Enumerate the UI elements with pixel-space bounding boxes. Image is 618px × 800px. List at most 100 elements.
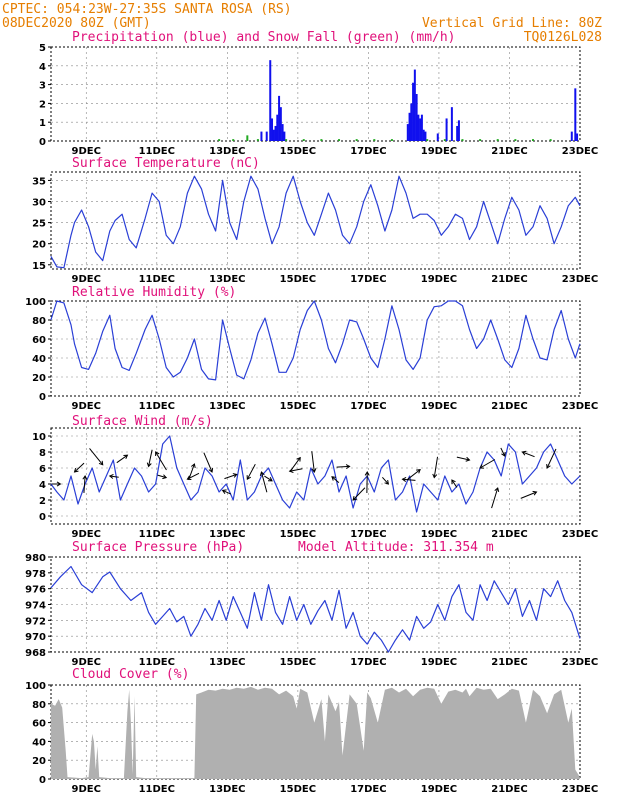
y-tick-label: 5 (39, 43, 46, 54)
temp-frame (50, 171, 581, 270)
precipitation-bar (412, 82, 415, 141)
precipitation-bar (424, 131, 427, 141)
x-tick-label: 19DEC (421, 146, 457, 157)
y-tick-label: 0 (39, 137, 46, 148)
y-tick-label: 8 (39, 448, 46, 459)
wind-arrow (155, 451, 167, 471)
precip-title: Precipitation (blue) and Snow Fall (gree… (72, 30, 456, 45)
wind-arrow (311, 451, 315, 473)
y-tick-label: 80 (32, 316, 46, 327)
snow-bar (426, 139, 429, 141)
x-tick-label: 17DEC (350, 529, 386, 540)
wind-arrow (224, 473, 237, 480)
snow-bar (443, 139, 446, 141)
wind-arrow-head (384, 479, 390, 485)
precipitation-bar (406, 124, 409, 141)
x-tick-label: 15DEC (280, 657, 316, 668)
wind-arrow-head (191, 463, 196, 469)
temp-title: Surface Temperature (nC) (72, 156, 260, 171)
x-tick-label: 21DEC (491, 146, 527, 157)
wind-arrow-head (416, 469, 421, 474)
wind-arrow-head (352, 495, 358, 501)
y-tick-label: 35 (32, 176, 46, 187)
snow-bar (256, 139, 259, 141)
wind-arrow-head (331, 476, 336, 481)
x-tick-label: 23DEC (562, 657, 598, 668)
wind-arrow (382, 476, 389, 485)
y-tick-label: 1 (39, 118, 46, 129)
wind-arrow (83, 475, 86, 493)
wind-arrow-head (56, 481, 62, 487)
wind-arrow-head (162, 474, 168, 480)
precipitation-bar (445, 118, 448, 141)
precip-frame (50, 46, 581, 142)
precipitation-bar (269, 60, 272, 141)
x-tick-label: 23DEC (562, 146, 598, 157)
wind-arrow (246, 463, 256, 480)
y-tick-label: 3 (39, 81, 46, 92)
wind-arrow (331, 476, 340, 483)
x-tick-label: 13DEC (209, 401, 245, 412)
wind-arrow-head (532, 490, 538, 496)
precipitation-bar (272, 129, 275, 141)
x-tick-label: 15DEC (280, 401, 316, 412)
y-tick-label: 976 (25, 585, 46, 596)
precipitation-bar (281, 124, 284, 141)
wind-arrow (522, 451, 535, 458)
wind-arrow (148, 449, 153, 467)
wind-title: Surface Wind (m/s) (72, 414, 213, 429)
cloud-frame (50, 684, 581, 780)
wind-arrow (451, 479, 458, 488)
x-tick-label: 17DEC (350, 657, 386, 668)
wind-arrow (89, 448, 104, 466)
precipitation-bar (413, 69, 416, 141)
header-grid-note: Vertical Grid Line: 80Z (422, 16, 602, 31)
snow-bar (461, 139, 464, 141)
precipitation-bar (570, 131, 573, 141)
x-tick-label: 15DEC (280, 529, 316, 540)
y-tick-label: 40 (32, 737, 46, 748)
x-tick-label: 19DEC (421, 784, 457, 795)
x-tick-label: 9DEC (72, 401, 101, 412)
precipitation-bar (417, 114, 420, 141)
x-tick-label: 13DEC (209, 657, 245, 668)
precipitation-bar (574, 88, 577, 141)
y-tick-label: 4 (39, 62, 46, 73)
x-tick-label: 19DEC (421, 274, 457, 285)
wind-arrow-head (268, 477, 273, 482)
x-tick-label: 19DEC (421, 401, 457, 412)
x-tick-label: 21DEC (491, 784, 527, 795)
precipitation-bar (456, 125, 459, 141)
wind-arrow-head (451, 479, 456, 485)
y-tick-label: 2 (39, 496, 46, 507)
wind-arrow (402, 478, 416, 481)
precipitation-bar (450, 107, 453, 141)
wind-arrow (520, 491, 537, 499)
x-tick-label: 15DEC (280, 784, 316, 795)
wind-arrow-head (479, 464, 485, 469)
snow-bar (479, 139, 482, 141)
wind-arrow (203, 452, 213, 473)
wind-arrow-head (501, 451, 506, 457)
wind-arrow (289, 457, 301, 472)
x-tick-label: 9DEC (72, 529, 101, 540)
snow-bar (496, 139, 499, 141)
wind-arrow (188, 463, 195, 481)
press-title: Surface Pressure (hPa) (72, 540, 244, 555)
y-tick-label: 20 (32, 240, 46, 251)
x-tick-label: 9DEC (72, 146, 101, 157)
snow-bar (320, 139, 323, 141)
wind-arrow-head (521, 450, 527, 456)
x-tick-label: 21DEC (491, 529, 527, 540)
y-tick-label: 25 (32, 219, 46, 230)
wind-arrow-head (364, 471, 370, 476)
temp-plot: 9DEC 11DEC 13DEC 15DEC 17DEC 19DEC 21DEC 23DEC 1… (32, 172, 598, 285)
x-tick-label: 11DEC (139, 146, 175, 157)
wind speed-line (50, 435, 581, 513)
panel-temperature: Surface Temperature (nC) 9DEC 11DEC 13DEC 1… (32, 156, 598, 285)
snow-bar (285, 139, 288, 141)
wind-arrow-head (208, 467, 214, 473)
x-tick-label: 9DEC (72, 657, 101, 668)
wind-arrow-head (98, 460, 104, 466)
